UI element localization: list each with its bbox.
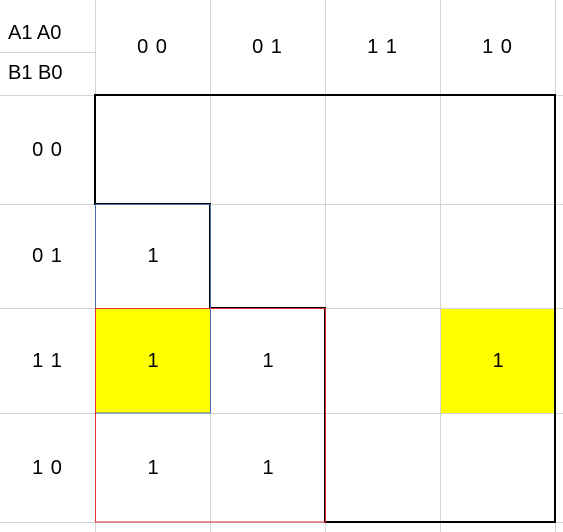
highlight-cell-r3-c4 <box>441 309 555 413</box>
row-header-10: 1 0 <box>32 456 63 479</box>
kmap-cell[interactable]: 1 <box>147 456 159 479</box>
column-variable-label: B1 B0 <box>8 62 63 84</box>
gridline <box>325 0 326 532</box>
kmap-cell[interactable]: 1 <box>147 245 159 267</box>
column-header-00: 0 0 <box>137 36 168 58</box>
row-variable-label: A1 A0 <box>8 22 62 44</box>
kmap-cell[interactable]: 1 <box>262 456 274 479</box>
column-header-11: 1 1 <box>367 36 398 58</box>
column-header-10: 1 0 <box>482 36 513 58</box>
red-group-outline <box>95 308 326 523</box>
row-header-00: 0 0 <box>32 138 63 161</box>
gridline <box>0 204 563 205</box>
kmap-cell[interactable]: 1 <box>492 349 504 372</box>
row-header-11: 1 1 <box>32 349 63 372</box>
gridline <box>440 0 441 532</box>
kmap-cell[interactable]: 1 <box>147 349 159 372</box>
gridline <box>0 413 563 414</box>
column-header-01: 0 1 <box>252 36 283 58</box>
highlight-cell-r3-c1 <box>96 309 210 413</box>
row-header-01: 0 1 <box>32 245 63 267</box>
kmap-cell[interactable]: 1 <box>262 349 274 372</box>
gridline <box>0 52 95 53</box>
